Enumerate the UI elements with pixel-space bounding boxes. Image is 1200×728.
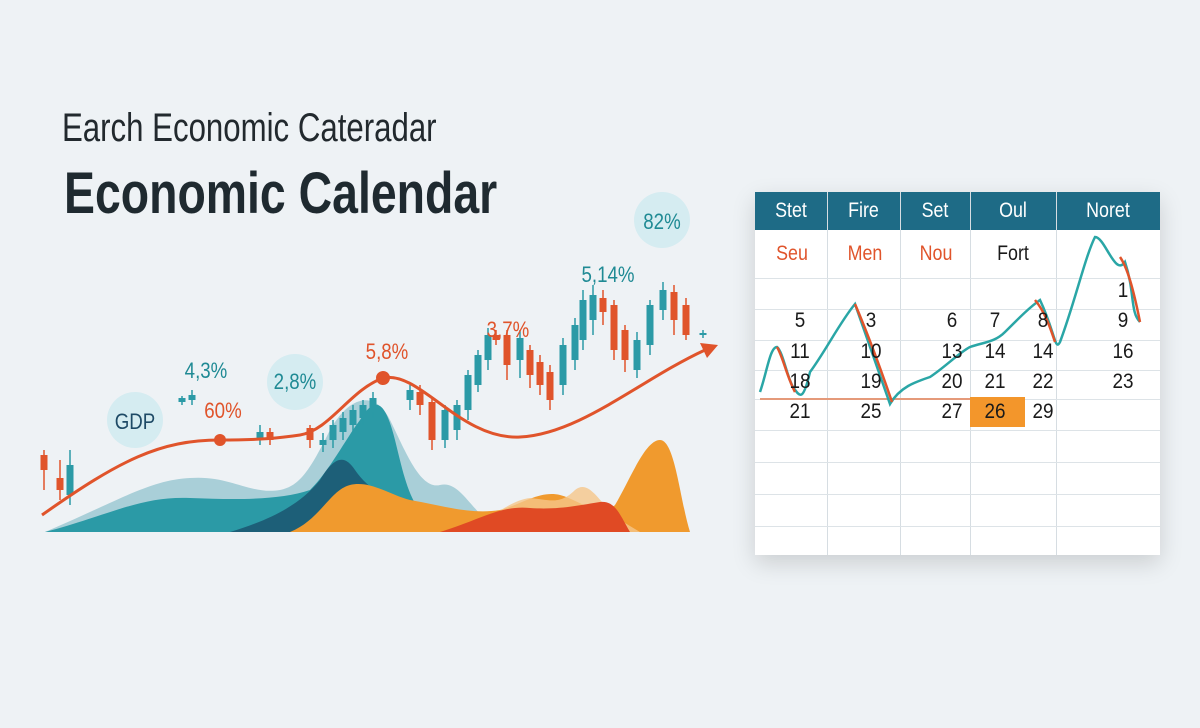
candle-body (453, 405, 461, 430)
calendar: Stet Fire Set Oul Noret Seu Men Nou Fort… (755, 192, 1160, 555)
value-label: 2,8% (273, 369, 317, 394)
calendar-day[interactable]: 11 (790, 340, 810, 363)
candle-body (329, 425, 337, 440)
column-header: Fire (848, 199, 879, 222)
candle-body (339, 418, 347, 432)
value-label: 5,14% (581, 262, 635, 287)
calendar-day[interactable]: 19 (860, 370, 882, 393)
candle-body (306, 428, 314, 440)
value-label: 60% (204, 398, 242, 423)
calendar-day[interactable]: 9 (1117, 309, 1129, 332)
calendar-header: Stet Fire Set Oul Noret (755, 192, 1160, 230)
value-label: 3,7% (486, 317, 530, 342)
candle-body (416, 392, 424, 405)
calendar-trend-overlay (758, 235, 1142, 407)
candle-body (178, 398, 186, 402)
candlesticks (40, 282, 707, 505)
candle-body (319, 440, 327, 445)
candle-body (492, 335, 500, 340)
candle-body (349, 410, 357, 425)
subtitle: Earch Economic Cateradar (62, 106, 437, 150)
candle-body (646, 305, 654, 345)
subheader: Nou (919, 242, 953, 265)
candle-body (516, 338, 524, 360)
candle-body (406, 390, 414, 400)
candle-body (610, 305, 618, 350)
candle-body (526, 350, 534, 375)
candle-body (621, 330, 629, 360)
candle-body (670, 292, 678, 320)
bubble (267, 354, 323, 410)
candle-body (503, 335, 511, 365)
trend-arrow-head (700, 343, 718, 358)
candle-body (682, 305, 690, 335)
candle-body (579, 300, 587, 340)
calendar-day[interactable]: 16 (1112, 340, 1134, 363)
calendar-day[interactable]: 10 (860, 340, 882, 363)
candle-body (66, 465, 74, 495)
calendar-day[interactable]: 6 (946, 309, 958, 332)
candle-body (369, 398, 377, 412)
candle-body (546, 372, 554, 400)
calendar-day[interactable]: 27 (941, 400, 963, 423)
calendar-day[interactable]: 3 (865, 309, 877, 332)
candle-body (599, 298, 607, 312)
value-label: 82% (643, 209, 681, 234)
candle-body (40, 455, 48, 470)
candle-body (699, 333, 707, 335)
subheader: Men (847, 242, 883, 265)
candle-body (188, 395, 196, 400)
area-waves (45, 400, 690, 532)
candle-body (559, 345, 567, 385)
candle-body (484, 335, 492, 360)
trend-line (41, 348, 706, 517)
candle-body (56, 478, 64, 490)
candle-body (589, 295, 597, 320)
candle-body (659, 290, 667, 310)
candle-body (474, 355, 482, 385)
calendar-day[interactable]: 23 (1112, 370, 1134, 393)
value-label: 4,3% (184, 358, 228, 383)
candle-body (359, 405, 367, 418)
bubble (634, 192, 690, 248)
area-red (440, 501, 630, 532)
candle-body (536, 362, 544, 385)
calendar-day[interactable]: 1 (1117, 279, 1129, 302)
trend-point (214, 434, 226, 446)
gdp-bubble (107, 392, 163, 448)
gdp-label: GDP (114, 409, 156, 434)
calendar-day[interactable]: 8 (1037, 309, 1049, 332)
calendar-day[interactable]: 14 (984, 340, 1006, 363)
candle-body (464, 375, 472, 410)
subheader: Fort (997, 242, 1029, 265)
candle-body (266, 432, 274, 440)
column-header: Set (921, 199, 949, 222)
column-header: Stet (775, 199, 807, 222)
column-header: Oul (999, 199, 1027, 222)
calendar-day[interactable]: 13 (941, 340, 963, 363)
highlighted-day[interactable] (970, 397, 1025, 427)
calendar-day[interactable]: 29 (1032, 400, 1054, 423)
calendar-day[interactable]: 26 (984, 400, 1006, 423)
calendar-day[interactable]: 21 (789, 400, 811, 423)
candle-body (256, 432, 264, 440)
calendar-day[interactable]: 14 (1032, 340, 1054, 363)
calendar-day[interactable]: 21 (984, 370, 1006, 393)
page-title: Economic Calendar (64, 161, 498, 226)
calendar-day[interactable]: 7 (989, 309, 1001, 332)
calendar-day[interactable]: 22 (1032, 370, 1054, 393)
candle-body (633, 340, 641, 370)
calendar-day[interactable]: 25 (860, 400, 882, 423)
subheader: Seu (776, 242, 808, 265)
candle-body (441, 410, 449, 440)
calendar-day[interactable]: 18 (789, 370, 811, 393)
candle-body (571, 325, 579, 360)
calendar-day[interactable]: 20 (941, 370, 963, 393)
candle-body (428, 402, 436, 440)
calendar-day[interactable]: 5 (794, 309, 806, 332)
column-header: Noret (1086, 199, 1130, 222)
economic-chart-illustration (40, 282, 718, 532)
value-label: 5,8% (365, 339, 409, 364)
trend-point (376, 371, 390, 385)
